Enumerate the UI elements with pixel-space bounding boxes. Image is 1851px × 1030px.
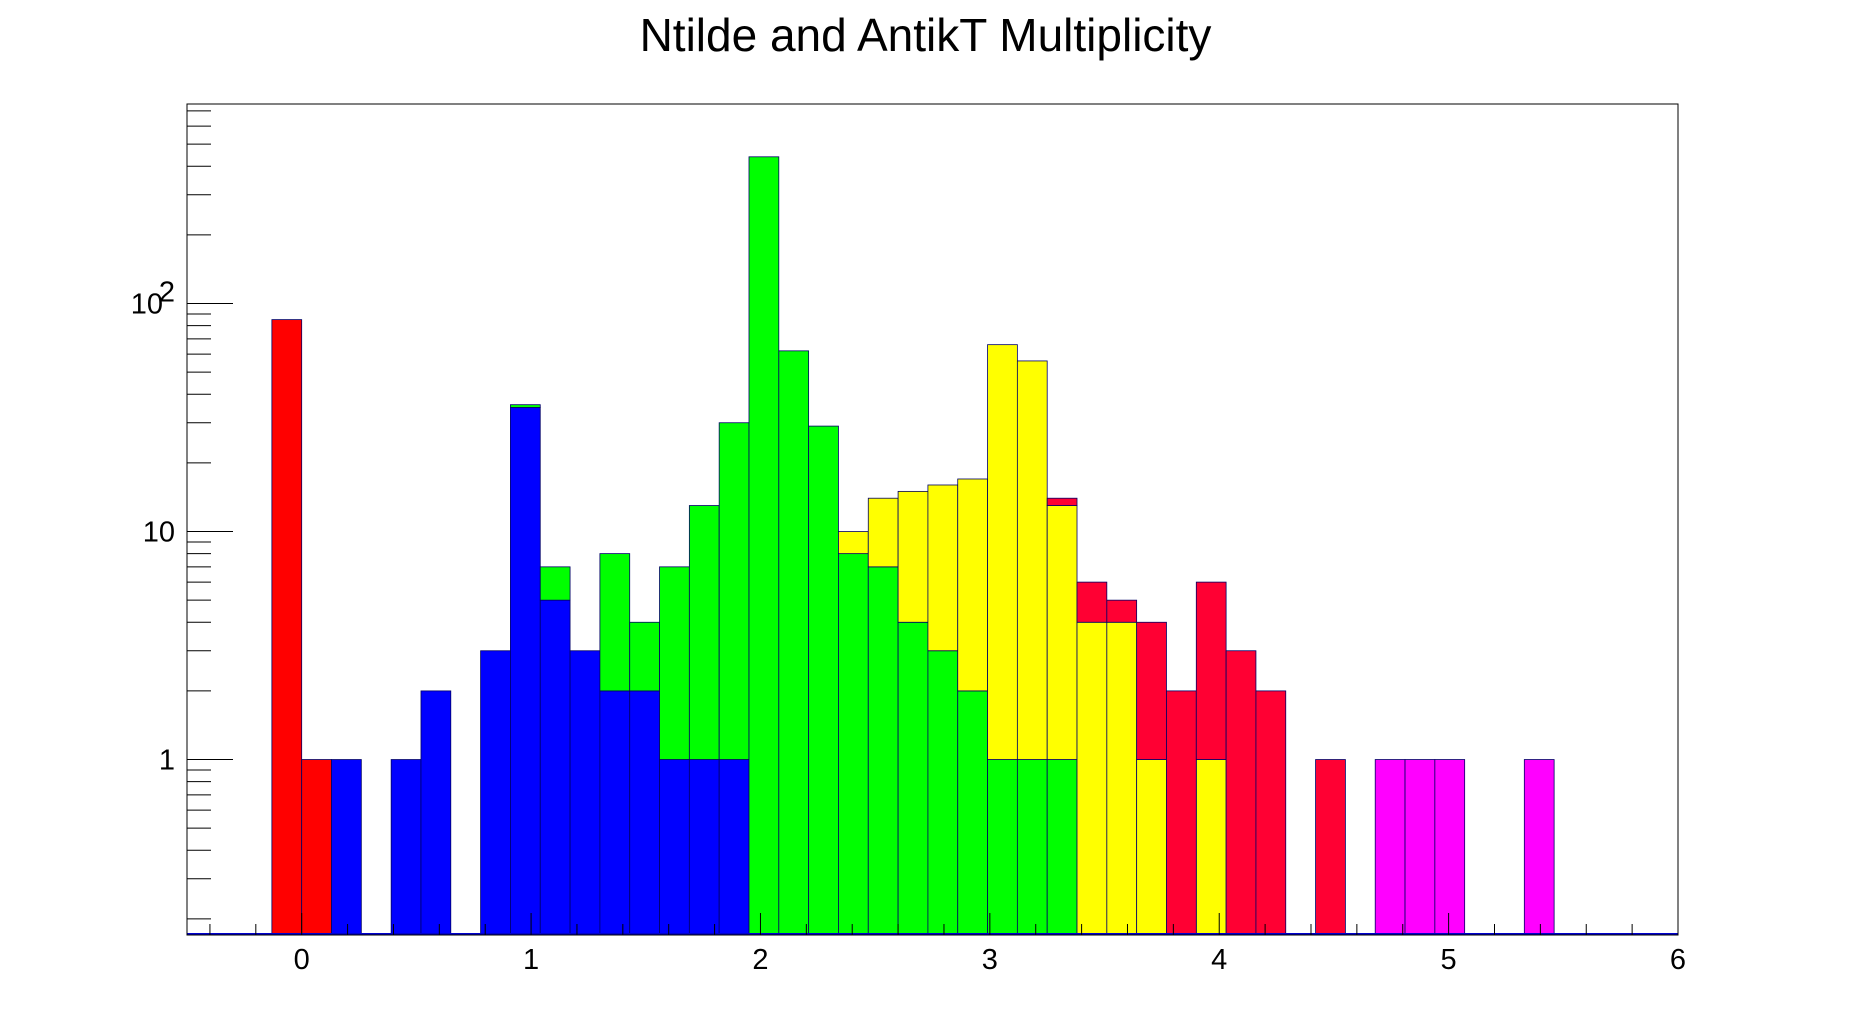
bar-s1-b2 [420,690,452,936]
bar-s2-b12 [867,566,899,936]
bar-s5-b3 [1523,759,1555,936]
bar-s1-b0 [331,759,362,936]
bar-s1-b5 [539,599,571,936]
bar-s0-b0 [271,319,303,936]
bar-s4-b6 [1225,650,1257,936]
bar-s3-b10 [1136,759,1167,936]
y-tick-label-0: 1 [159,745,175,777]
bar-s4-b2 [1106,599,1138,623]
bar-s2-b3 [599,553,631,692]
bar-s2-b17 [1016,759,1048,936]
bar-s2-b1 [539,566,571,601]
x-tick-label-0: 0 [294,944,310,976]
bar-s3-b12 [1195,759,1227,936]
bar-s5-b1 [1404,759,1436,936]
bar-s3-b9 [1106,621,1138,936]
bar-s0-b1 [301,759,332,936]
x-tick-label-5: 5 [1441,944,1457,976]
bar-s3-b7 [1046,505,1078,760]
y-tick-label-1: 10 [143,517,175,549]
bar-s4-b1 [1076,581,1108,623]
bar-s1-b8 [629,690,660,936]
chart-title: Ntilde and AntikT Multiplicity [639,9,1212,61]
bars-layer [187,156,1678,936]
bar-s5-b0 [1374,759,1406,936]
bar-s1-b11 [718,759,750,936]
bar-s2-b10 [808,425,839,936]
bar-s4-b8 [1315,759,1346,936]
x-tick-label-4: 4 [1211,944,1227,976]
x-axis: 0 1 2 3 4 5 6 [209,913,1686,976]
bar-s2-b9 [778,350,810,936]
bar-s2-b7 [718,422,750,760]
bar-s2-b0 [510,404,541,408]
x-tick-label-2: 2 [752,944,768,976]
bar-s2-b5 [659,566,690,760]
bar-s2-b8 [748,156,780,936]
bar-s2-b13 [897,621,929,936]
bar-s4-b4 [1166,690,1197,936]
bar-s5-b2 [1434,759,1466,936]
x-tick-label-3: 3 [982,944,998,976]
bar-s1-b4 [510,407,541,936]
bar-s3-b1 [867,497,899,568]
bar-s3-b4 [957,478,988,692]
bar-s3-b0 [838,531,869,555]
plot-frame [186,103,1679,936]
bar-s3-b2 [897,490,929,623]
bar-s4-b0 [1046,497,1078,506]
x-tick-label-1: 1 [523,944,539,976]
y-tick-label-2: 10 [131,289,163,321]
bar-s3-b5 [987,344,1018,760]
bar-s4-b7 [1255,690,1287,936]
bar-s1-b9 [659,759,690,936]
bar-s2-b11 [838,553,869,936]
bar-s3-b3 [927,484,959,652]
x-tick-label-6: 6 [1670,944,1686,976]
bar-s1-b3 [480,650,511,936]
bar-s4-b3 [1136,621,1167,760]
bar-s2-b14 [927,650,959,936]
bar-s2-b4 [629,621,660,692]
bar-s1-b6 [569,650,601,936]
bar-s3-b8 [1076,621,1108,936]
bar-s3-b6 [1016,360,1048,760]
bar-s2-b6 [688,505,720,760]
y-tick-label-sup-2: 2 [159,277,175,309]
bar-s2-b15 [957,690,988,936]
bar-s4-b5 [1195,581,1227,760]
bar-s1-b1 [390,759,422,936]
bar-s2-b18 [1046,759,1078,936]
bar-s1-b10 [688,759,720,936]
bar-s1-b7 [599,690,631,936]
bar-s2-b16 [987,759,1018,936]
